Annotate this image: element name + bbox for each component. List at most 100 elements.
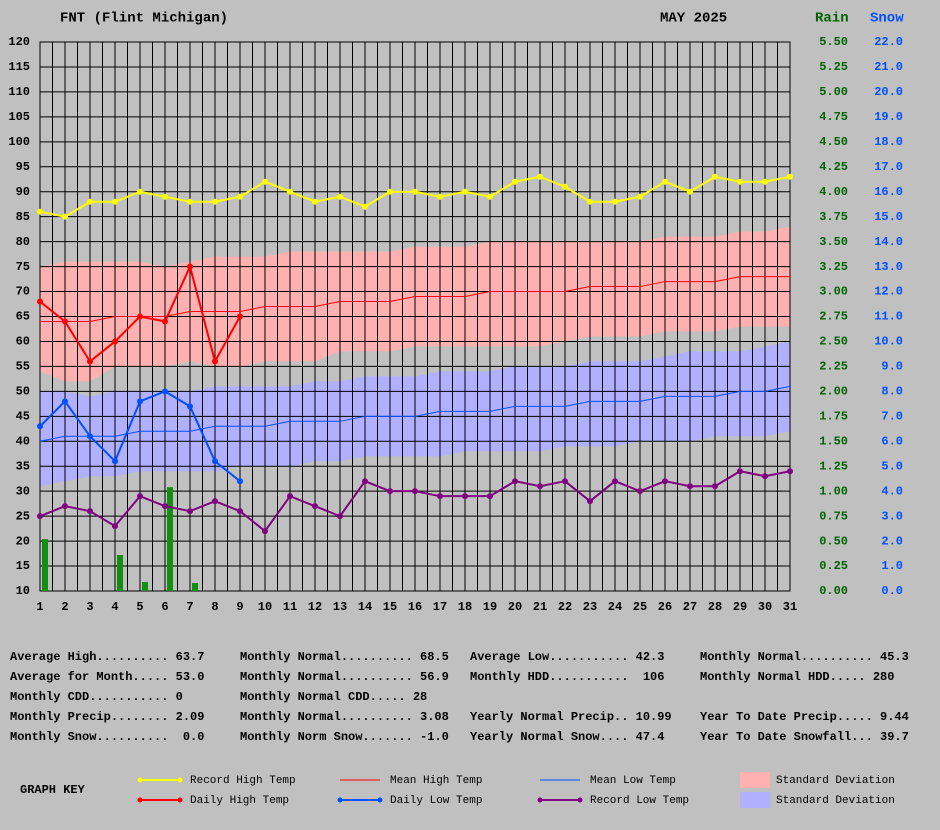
series-marker	[137, 313, 143, 320]
series-marker	[187, 508, 193, 515]
x-tick-label: 13	[333, 600, 347, 614]
x-tick-label: 31	[783, 600, 797, 614]
series-marker	[562, 183, 568, 190]
y3-tick-label: 4.0	[881, 484, 903, 498]
x-tick-label: 12	[308, 600, 322, 614]
series-marker	[37, 298, 43, 305]
series-marker	[487, 193, 493, 200]
rain-bar	[117, 555, 123, 591]
series-marker	[787, 468, 793, 475]
series-marker	[262, 178, 268, 185]
x-tick-label: 9	[236, 600, 243, 614]
series-marker	[562, 478, 568, 485]
y3-tick-label: 20.0	[874, 85, 903, 99]
series-marker	[787, 173, 793, 180]
stat-text: Year To Date Snowfall... 39.7	[700, 730, 909, 744]
x-tick-label: 30	[758, 600, 772, 614]
y2-tick-label: 0.75	[819, 509, 848, 523]
series-marker	[212, 458, 218, 465]
y3-tick-label: 14.0	[874, 235, 903, 249]
y-tick-label: 50	[16, 385, 30, 399]
legend-label: Daily High Temp	[190, 795, 289, 807]
x-tick-label: 29	[733, 600, 747, 614]
y-tick-label: 30	[16, 484, 30, 498]
y-tick-label: 55	[16, 360, 30, 374]
y-tick-label: 85	[16, 210, 30, 224]
x-tick-label: 1	[36, 600, 43, 614]
stat-text: Monthly Normal HDD..... 280	[700, 670, 894, 684]
series-marker	[712, 173, 718, 180]
legend-marker	[337, 797, 343, 803]
stat-text: Monthly Normal CDD..... 28	[240, 690, 427, 704]
plot-border	[39, 41, 791, 592]
series-marker	[237, 508, 243, 515]
series-marker	[587, 198, 593, 205]
series-marker	[62, 503, 68, 510]
legend-label: Daily Low Temp	[390, 795, 482, 807]
y-tick-label: 90	[16, 185, 30, 199]
stat-text: Monthly Normal.......... 45.3	[700, 650, 909, 664]
series-marker	[737, 468, 743, 475]
series-marker	[312, 198, 318, 205]
legend-title: GRAPH KEY	[20, 783, 86, 797]
y3-tick-label: 11.0	[874, 310, 903, 324]
y-tick-label: 60	[16, 335, 30, 349]
series-marker	[187, 198, 193, 205]
rain-bar	[142, 582, 148, 591]
legend-marker	[537, 797, 543, 803]
y2-tick-label: 3.50	[819, 235, 848, 249]
x-tick-label: 27	[683, 600, 697, 614]
y2-tick-label: 4.25	[819, 160, 848, 174]
series-marker	[162, 388, 168, 395]
series-marker	[362, 478, 368, 485]
y3-tick-label: 10.0	[874, 335, 903, 349]
y-tick-label: 20	[16, 534, 30, 548]
series-marker	[187, 263, 193, 270]
y3-tick-label: 21.0	[874, 60, 903, 74]
x-tick-label: 28	[708, 600, 722, 614]
y-tick-label: 110	[8, 85, 30, 99]
series-marker	[137, 493, 143, 500]
series-marker	[87, 508, 93, 515]
legend-swatch	[740, 792, 770, 808]
y-tick-label: 40	[16, 434, 30, 448]
series-marker	[337, 513, 343, 520]
y2-tick-label: 0.00	[819, 584, 848, 598]
series-marker	[237, 313, 243, 320]
series-marker	[687, 188, 693, 195]
legend-label: Standard Deviation	[776, 795, 895, 807]
series-marker	[162, 503, 168, 510]
legend-marker	[137, 777, 143, 783]
marks	[37, 173, 793, 591]
legend-marker	[177, 797, 183, 803]
legend-marker	[137, 797, 143, 803]
series-marker	[212, 498, 218, 505]
series-marker	[112, 198, 118, 205]
series-marker	[512, 178, 518, 185]
series-marker	[637, 193, 643, 200]
y3-tick-label: 2.0	[881, 534, 903, 548]
series-marker	[162, 193, 168, 200]
y2-axis-label: Rain	[815, 11, 849, 27]
series-marker	[87, 358, 93, 365]
y-tick-label: 105	[8, 110, 30, 124]
series-marker	[537, 173, 543, 180]
series-marker	[387, 488, 393, 495]
x-tick-label: 10	[258, 600, 272, 614]
stat-text: Monthly HDD........... 106	[470, 670, 664, 684]
y3-tick-label: 1.0	[881, 559, 903, 573]
y2-tick-label: 0.50	[819, 534, 848, 548]
chart-subtitle: MAY 2025	[660, 11, 727, 27]
y2-tick-label: 3.25	[819, 260, 848, 274]
series-line	[40, 276, 790, 322]
series-marker	[62, 398, 68, 405]
series-marker	[412, 188, 418, 195]
stat-text: Monthly Norm Snow....... -1.0	[240, 730, 449, 744]
y2-tick-label: 2.00	[819, 385, 848, 399]
series-marker	[112, 338, 118, 345]
legend-label: Mean High Temp	[390, 775, 482, 787]
x-tick-label: 5	[136, 600, 143, 614]
y-tick-label: 35	[16, 459, 30, 473]
y2-tick-label: 1.25	[819, 459, 848, 473]
